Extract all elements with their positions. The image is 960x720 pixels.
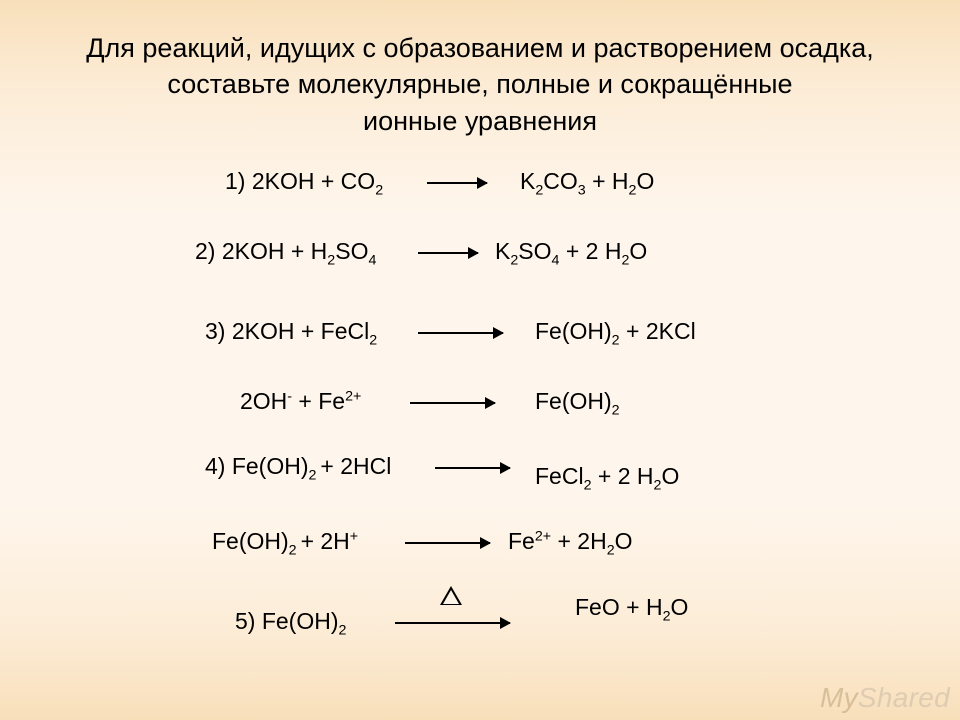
equation-rhs: K2CO3 + H2O <box>520 168 654 195</box>
equation-row: 3) 2KOH + FeCl2 Fe(OH)2 + 2KCl <box>0 318 960 350</box>
equation-row: 1) 2KOH + CO2 K2CO3 + H2O <box>0 168 960 200</box>
watermark: MyShared <box>820 682 950 714</box>
watermark-part1: My <box>820 682 858 713</box>
equation-row: Fe(OH)2 + 2H+ Fe2+ + 2H2O <box>0 528 960 560</box>
equation-lhs: Fe(OH)2 + 2H+ <box>212 528 358 555</box>
title-line-2: составьте молекулярные, полные и сокращё… <box>0 66 960 102</box>
reaction-arrow-icon <box>435 467 510 469</box>
reaction-arrow-icon <box>410 402 495 404</box>
equation-row: 2) 2KOH + H2SO4 K2SO4 + 2 H2O <box>0 238 960 270</box>
heat-triangle-icon <box>440 586 462 605</box>
equation-lhs: 1) 2KOH + CO2 <box>225 168 383 195</box>
reaction-arrow-icon <box>418 332 503 334</box>
equation-lhs: 2OH‑ + Fe2+ <box>240 388 361 415</box>
equation-rhs: Fe(OH)2 + 2KCl <box>535 318 696 345</box>
equation-rhs: Fe(OH)2 <box>535 388 620 415</box>
watermark-part2: Shared <box>858 682 950 713</box>
equation-rhs: FeCl2 + 2 H2O <box>535 463 679 490</box>
task-title: Для реакций, идущих с образованием и рас… <box>0 30 960 139</box>
reaction-arrow-icon <box>405 542 490 544</box>
reaction-arrow-icon <box>418 252 478 254</box>
equation-lhs: 5) Fe(OH)2 <box>235 608 346 635</box>
reaction-arrow-icon <box>395 622 510 624</box>
equation-row: 5) Fe(OH)2FeO + H2O <box>0 608 960 640</box>
equation-row: 2OH‑ + Fe2+ Fe(OH)2 <box>0 388 960 420</box>
title-line-3: ионные уравнения <box>0 103 960 139</box>
equation-lhs: 4) Fe(OH)2 + 2HCl <box>205 453 391 480</box>
reaction-arrow-icon <box>427 182 487 184</box>
equation-rhs: FeO + H2O <box>575 594 688 621</box>
title-line-1: Для реакций, идущих с образованием и рас… <box>0 30 960 66</box>
equation-lhs: 2) 2KOH + H2SO4 <box>195 238 376 265</box>
equation-rhs: Fe2+ + 2H2O <box>508 528 633 555</box>
equation-lhs: 3) 2KOH + FeCl2 <box>205 318 377 345</box>
equation-rhs: K2SO4 + 2 H2O <box>495 238 647 265</box>
equation-row: 4) Fe(OH)2 + 2HClFeCl2 + 2 H2O <box>0 453 960 485</box>
